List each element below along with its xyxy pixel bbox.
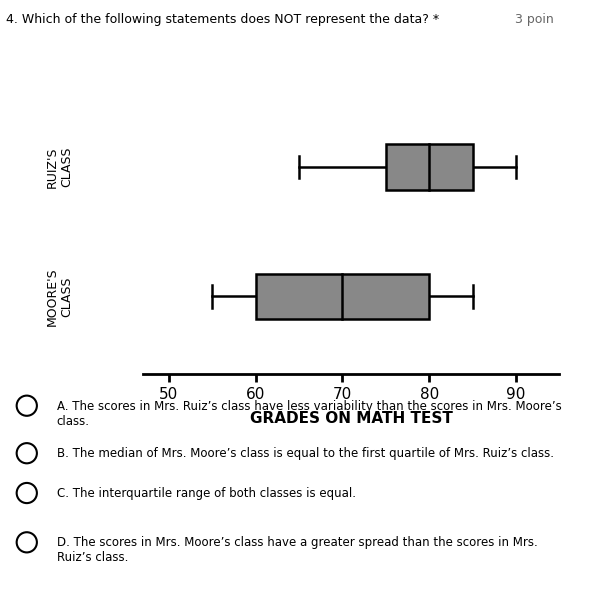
Text: 4. Which of the following statements does NOT represent the data? *: 4. Which of the following statements doe… [6, 13, 439, 26]
Text: A. The scores in Mrs. Ruiz’s class have less variability than the scores in Mrs.: A. The scores in Mrs. Ruiz’s class have … [57, 400, 561, 428]
Text: D. The scores in Mrs. Moore’s class have a greater spread than the scores in Mrs: D. The scores in Mrs. Moore’s class have… [57, 536, 537, 564]
Text: RUIZ'S
CLASS: RUIZ'S CLASS [45, 146, 74, 188]
X-axis label: GRADES ON MATH TEST: GRADES ON MATH TEST [250, 410, 452, 426]
Bar [256, 274, 429, 319]
Text: B. The median of Mrs. Moore’s class is equal to the first quartile of Mrs. Ruiz’: B. The median of Mrs. Moore’s class is e… [57, 447, 553, 460]
Text: 3 poin: 3 poin [515, 13, 553, 26]
Bar [386, 144, 472, 189]
Text: C. The interquartile range of both classes is equal.: C. The interquartile range of both class… [57, 487, 356, 500]
Text: MOORE'S
CLASS: MOORE'S CLASS [45, 267, 74, 326]
